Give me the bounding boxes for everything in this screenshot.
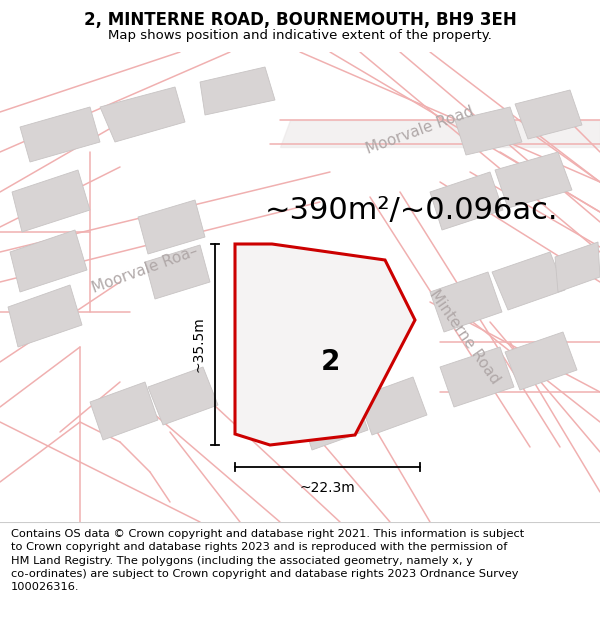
Polygon shape: [555, 242, 600, 292]
Polygon shape: [20, 107, 100, 162]
Polygon shape: [505, 332, 577, 390]
Polygon shape: [495, 152, 572, 208]
Polygon shape: [90, 382, 158, 440]
Polygon shape: [12, 170, 90, 232]
Text: ~22.3m: ~22.3m: [299, 481, 355, 495]
Polygon shape: [10, 230, 87, 292]
Polygon shape: [8, 285, 82, 347]
Polygon shape: [430, 272, 502, 332]
Text: Minterne Road: Minterne Road: [427, 287, 503, 387]
Text: Moorvale Road: Moorvale Road: [364, 104, 476, 156]
Polygon shape: [515, 90, 582, 139]
Text: ~35.5m: ~35.5m: [192, 317, 206, 372]
Polygon shape: [148, 367, 218, 425]
Text: Map shows position and indicative extent of the property.: Map shows position and indicative extent…: [108, 29, 492, 42]
Text: Moorvale Roa–: Moorvale Roa–: [90, 244, 200, 296]
Polygon shape: [492, 252, 565, 310]
Polygon shape: [280, 120, 600, 147]
Text: 2: 2: [320, 348, 340, 376]
Polygon shape: [145, 245, 210, 299]
Text: ~390m²/~0.096ac.: ~390m²/~0.096ac.: [265, 196, 559, 224]
Polygon shape: [100, 87, 185, 142]
Text: Contains OS data © Crown copyright and database right 2021. This information is : Contains OS data © Crown copyright and d…: [11, 529, 524, 592]
Polygon shape: [358, 377, 427, 435]
Polygon shape: [200, 67, 275, 115]
Polygon shape: [455, 107, 522, 155]
Polygon shape: [138, 200, 205, 254]
Polygon shape: [440, 347, 514, 407]
Polygon shape: [430, 172, 503, 230]
Polygon shape: [235, 244, 415, 445]
Polygon shape: [300, 392, 368, 450]
Text: 2, MINTERNE ROAD, BOURNEMOUTH, BH9 3EH: 2, MINTERNE ROAD, BOURNEMOUTH, BH9 3EH: [83, 11, 517, 29]
